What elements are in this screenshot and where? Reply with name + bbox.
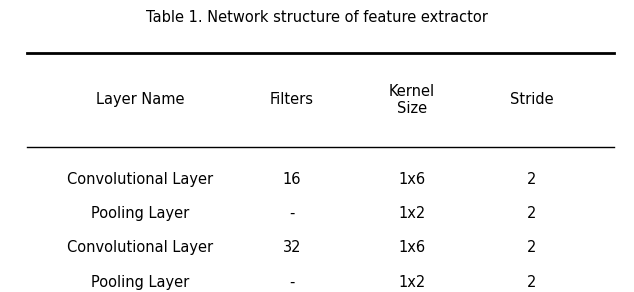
Text: -: - bbox=[289, 206, 294, 221]
Text: Pooling Layer: Pooling Layer bbox=[91, 206, 190, 221]
Text: 2: 2 bbox=[527, 172, 536, 187]
Text: Filters: Filters bbox=[269, 92, 314, 107]
Text: 1x6: 1x6 bbox=[398, 172, 425, 187]
Text: 16: 16 bbox=[283, 172, 301, 187]
Text: Table 1. Network structure of feature extractor: Table 1. Network structure of feature ex… bbox=[146, 10, 488, 25]
Text: Convolutional Layer: Convolutional Layer bbox=[67, 172, 213, 187]
Text: 1x2: 1x2 bbox=[398, 275, 425, 290]
Text: 2: 2 bbox=[527, 206, 536, 221]
Text: 1x6: 1x6 bbox=[398, 241, 425, 256]
Text: Layer Name: Layer Name bbox=[96, 92, 184, 107]
Text: Stride: Stride bbox=[510, 92, 553, 107]
Text: 2: 2 bbox=[527, 275, 536, 290]
Text: 1x2: 1x2 bbox=[398, 206, 425, 221]
Text: Convolutional Layer: Convolutional Layer bbox=[67, 241, 213, 256]
Text: Pooling Layer: Pooling Layer bbox=[91, 275, 190, 290]
Text: 32: 32 bbox=[283, 241, 301, 256]
Text: -: - bbox=[289, 275, 294, 290]
Text: 2: 2 bbox=[527, 241, 536, 256]
Text: Kernel
Size: Kernel Size bbox=[389, 84, 435, 116]
